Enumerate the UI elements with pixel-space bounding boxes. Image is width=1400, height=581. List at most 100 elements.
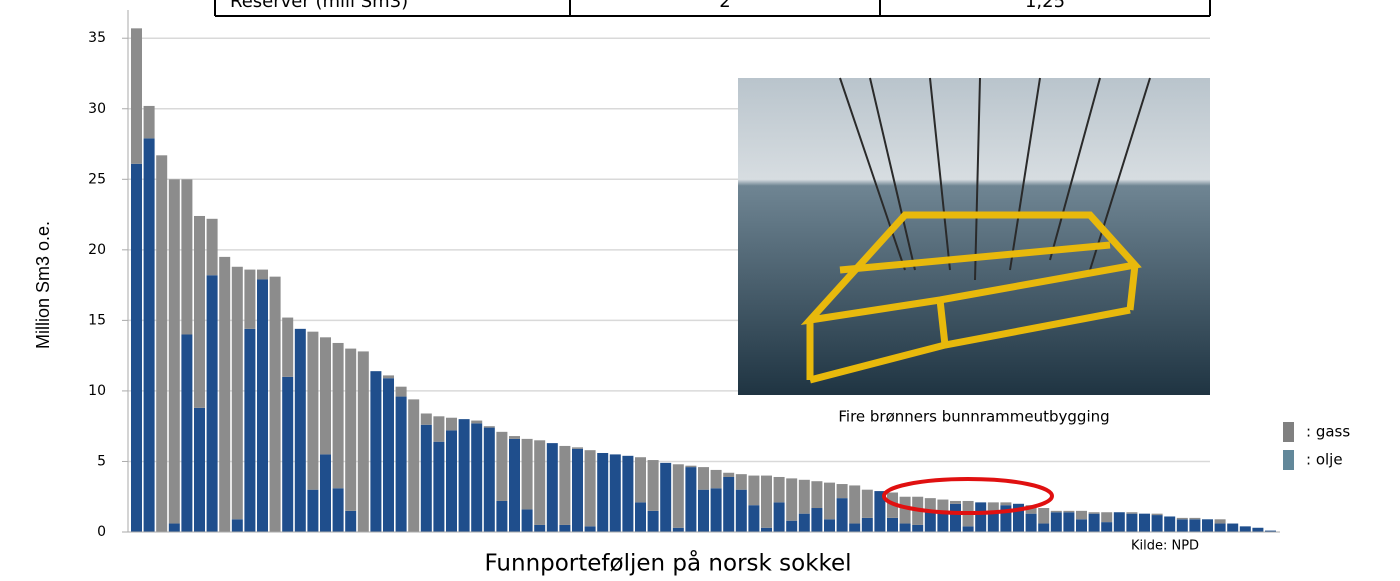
bar-segment — [635, 457, 646, 502]
bar-segment — [421, 413, 432, 424]
x-axis-label: Funnporteføljen på norsk sokkel — [484, 549, 851, 577]
bar-segment — [1177, 518, 1188, 519]
bar-segment — [685, 466, 696, 467]
bar-segment — [786, 521, 797, 532]
bar-segment — [1063, 511, 1074, 512]
bar-segment — [912, 525, 923, 532]
source-note: Kilde: NPD — [1131, 539, 1199, 554]
bar-segment — [1202, 519, 1213, 532]
bar-segment — [1038, 508, 1049, 524]
bar-segment — [622, 456, 633, 532]
bar-segment — [559, 525, 570, 532]
bar-segment — [169, 524, 180, 532]
bar-segment — [320, 337, 331, 454]
bar-segment — [383, 375, 394, 378]
bar-segment — [1227, 524, 1238, 532]
bar-segment — [446, 418, 457, 431]
y-tick-label: 20 — [88, 242, 106, 258]
bar-segment — [635, 502, 646, 532]
bar-segment — [396, 397, 407, 532]
bar-segment — [862, 518, 873, 532]
bar-segment — [181, 179, 192, 334]
bar-segment — [207, 219, 218, 275]
legend-swatch — [1283, 450, 1294, 470]
bar-segment — [219, 257, 230, 532]
bar-segment — [950, 504, 961, 532]
bar-segment — [1089, 512, 1100, 513]
bar-segment — [156, 155, 167, 532]
bar-segment — [522, 509, 533, 532]
bar-segment — [194, 216, 205, 408]
table-cell: 1,25 — [1025, 0, 1065, 12]
bar-segment — [585, 450, 596, 526]
bar-segment — [144, 106, 155, 138]
bar-segment — [244, 329, 255, 532]
bar-segment — [307, 332, 318, 490]
bar-segment — [345, 511, 356, 532]
y-tick-label: 15 — [88, 312, 106, 328]
bar-segment — [1152, 514, 1163, 515]
bar-segment — [383, 378, 394, 532]
bar-segment — [597, 453, 608, 532]
bar-segment — [534, 525, 545, 532]
bar-segment — [1164, 516, 1175, 532]
table-cell: Reserver (mill Sm3) — [230, 0, 408, 12]
y-tick-label: 10 — [88, 383, 106, 399]
bar-segment — [131, 28, 142, 163]
bar-segment — [799, 480, 810, 514]
bar-segment — [1252, 528, 1263, 532]
bar-segment — [408, 399, 419, 532]
bar-segment — [131, 164, 142, 532]
bar-segment — [421, 425, 432, 532]
y-tick-label: 35 — [88, 30, 106, 46]
bar-segment — [433, 416, 444, 441]
bar-segment — [849, 524, 860, 532]
bar-segment — [307, 490, 318, 532]
bar-segment — [207, 275, 218, 532]
bar-segment — [950, 501, 961, 504]
bar-segment — [320, 454, 331, 532]
legend-swatch — [1283, 422, 1294, 442]
bar-segment — [169, 179, 180, 523]
bar-segment — [673, 528, 684, 532]
bar-segment — [1139, 514, 1150, 532]
bar-segment — [761, 528, 772, 532]
bar-segment — [736, 474, 747, 490]
chart: Reserver (mill Sm3) 2 1,25 0510152025303… — [0, 0, 1400, 581]
bar-segment — [698, 490, 709, 532]
bar-segment — [484, 428, 495, 532]
bar-segment — [900, 524, 911, 532]
bar-segment — [1000, 502, 1011, 505]
photo-caption: Fire brønners bunnrammeutbygging — [838, 408, 1109, 426]
bar-segment — [1101, 512, 1112, 522]
bar-segment — [685, 467, 696, 532]
bar-segment — [446, 430, 457, 532]
bar-segment — [144, 138, 155, 532]
bar-segment — [988, 512, 999, 532]
bar-segment — [1076, 519, 1087, 532]
bar-segment — [1076, 511, 1087, 519]
bar-segment — [1189, 518, 1200, 519]
bar-segment — [837, 498, 848, 532]
bar-segment — [370, 371, 381, 532]
y-tick-label: 0 — [97, 524, 106, 540]
bar-segment — [232, 519, 243, 532]
bar-segment — [849, 485, 860, 523]
bar-segment — [723, 477, 734, 532]
bar-segment — [1126, 512, 1137, 513]
bar-segment — [257, 270, 268, 280]
bar-segment — [181, 334, 192, 532]
bar-segment — [1152, 515, 1163, 532]
bar-segment — [333, 488, 344, 532]
bar-segment — [333, 343, 344, 488]
bar-segment — [824, 519, 835, 532]
bar-segment — [522, 439, 533, 510]
bar-segment — [975, 502, 986, 532]
bar-segment — [509, 436, 520, 439]
bar-segment — [900, 497, 911, 524]
bar-segment — [547, 443, 558, 532]
bar-segment — [496, 432, 507, 501]
bar-segment — [1063, 512, 1074, 532]
bar-segment — [648, 511, 659, 532]
y-tick-label: 5 — [97, 453, 106, 469]
